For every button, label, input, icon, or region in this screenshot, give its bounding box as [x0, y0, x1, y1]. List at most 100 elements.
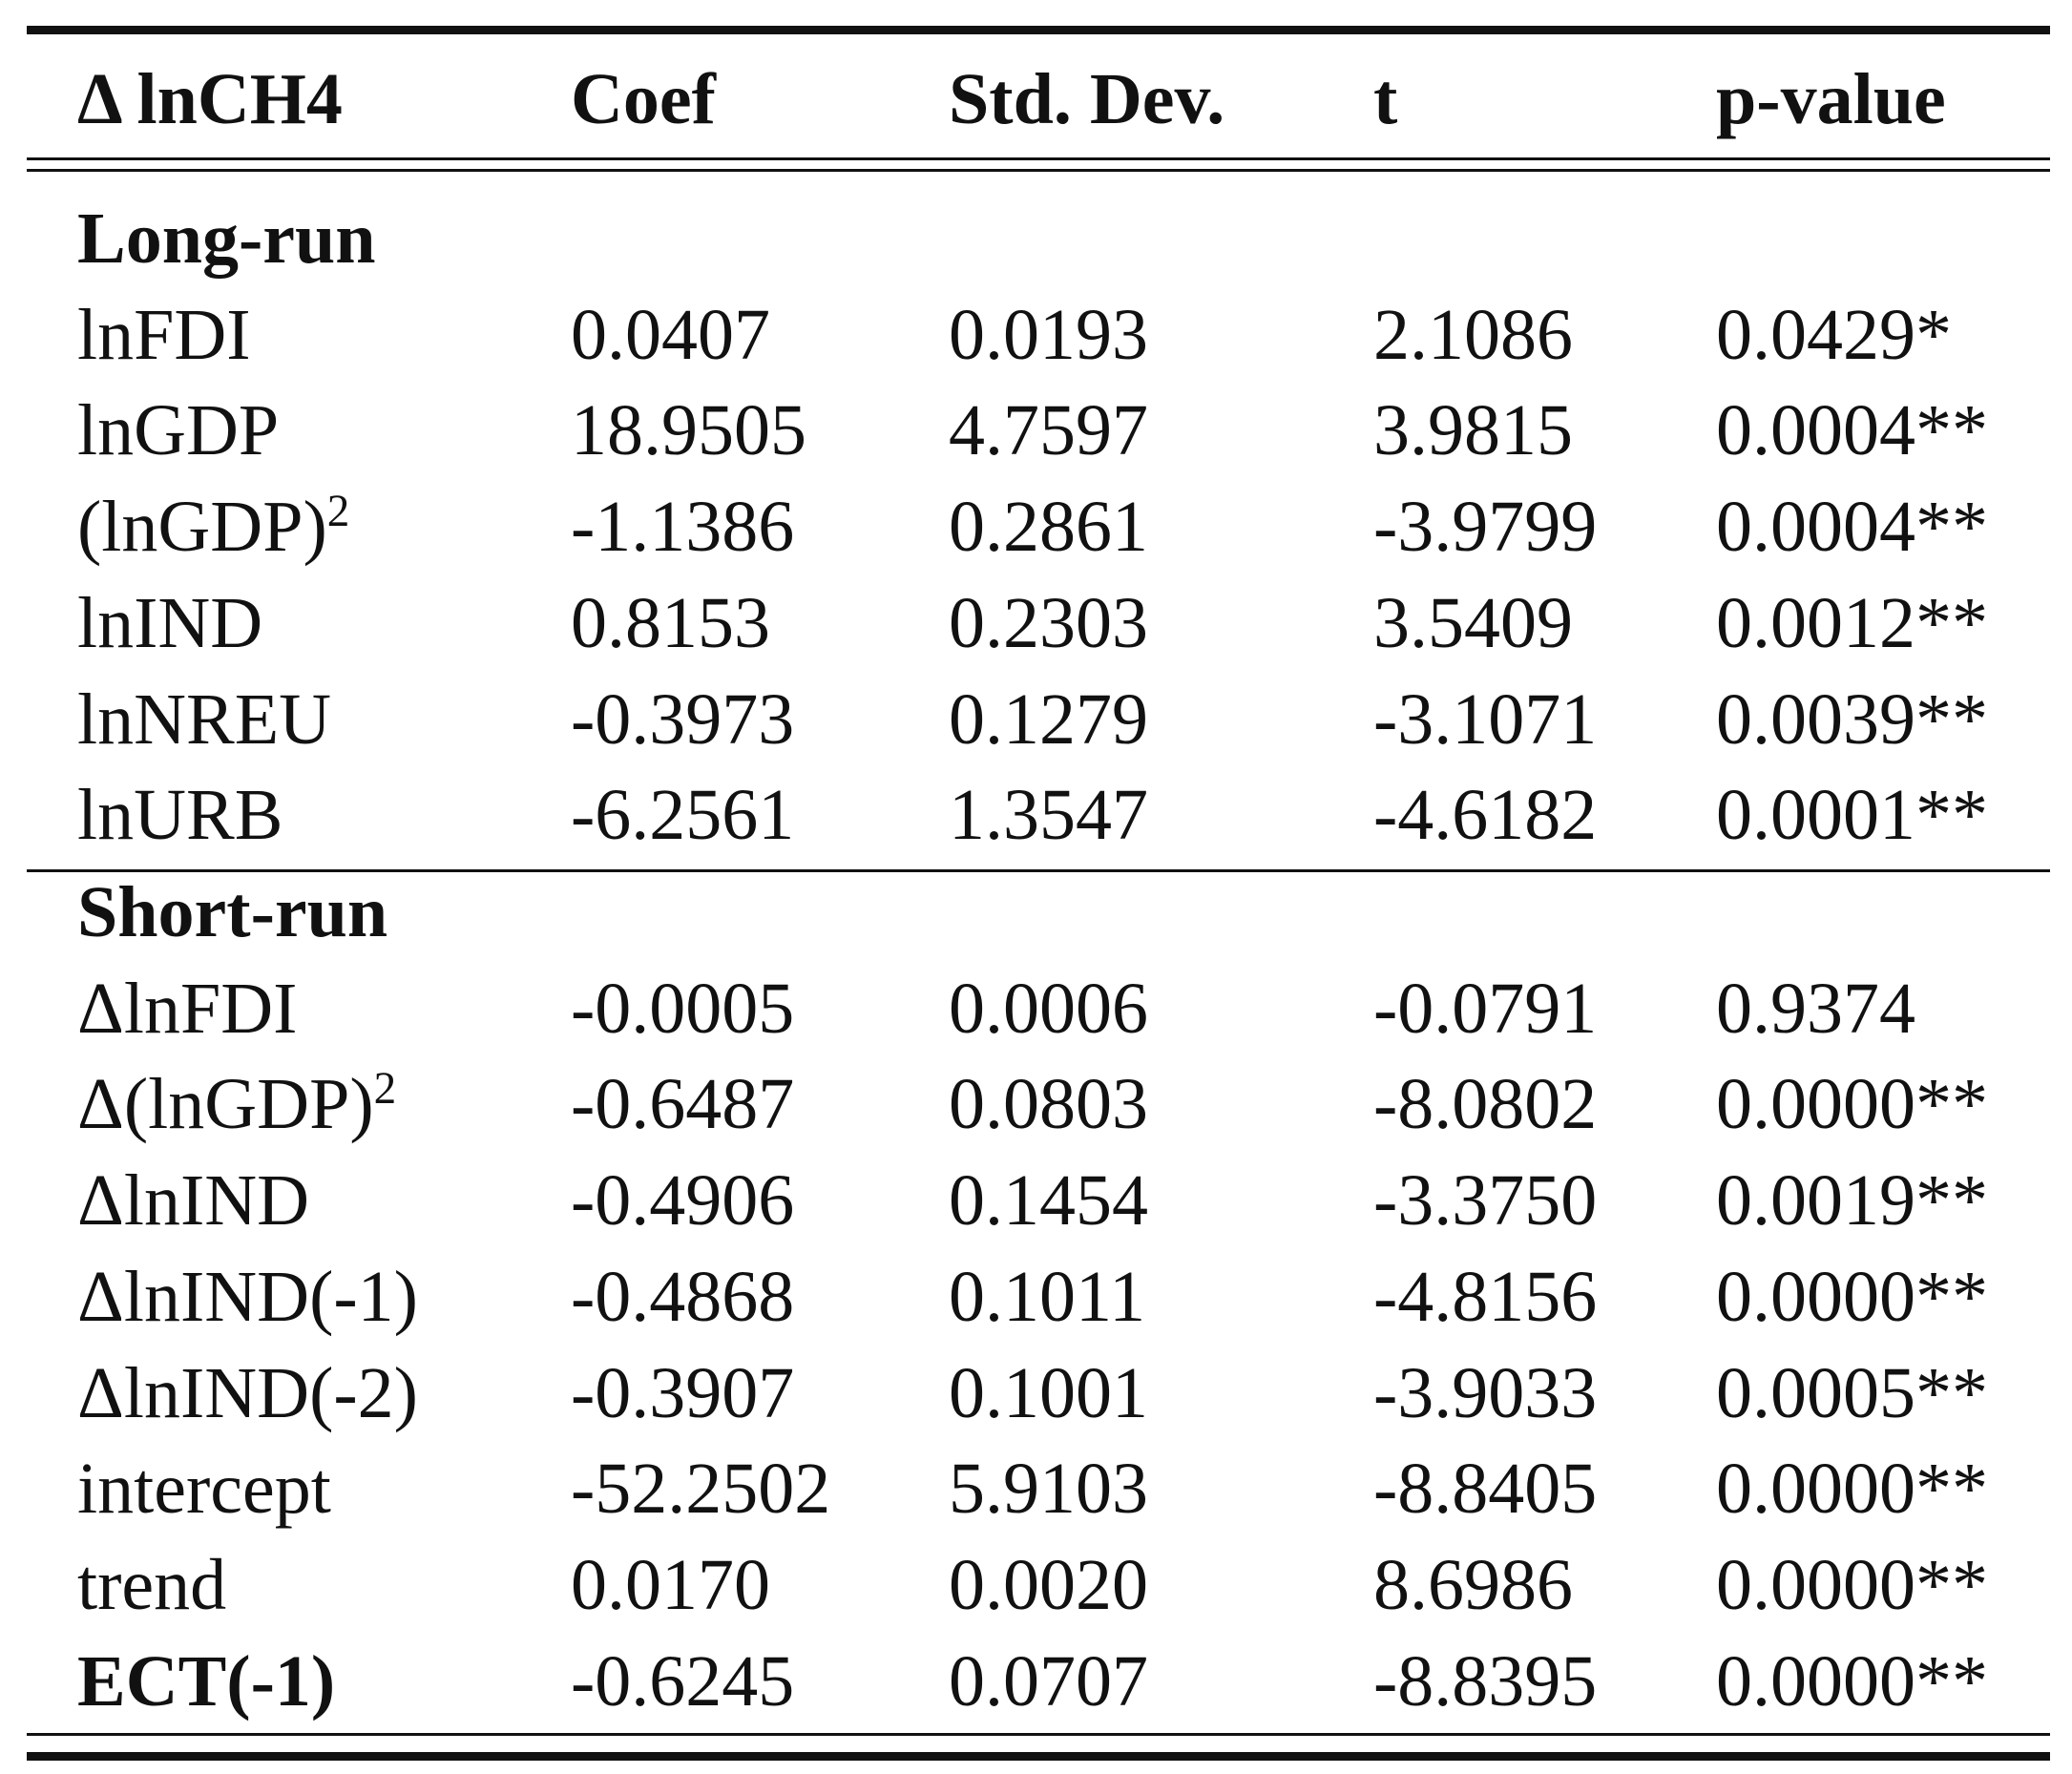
table-cell: 2.1086 [1373, 294, 1573, 375]
table-cell: 0.0193 [949, 294, 1148, 375]
table-cell: 0.0000** [1716, 1064, 1988, 1145]
table-cell: 0.1011 [949, 1256, 1146, 1337]
row-label-text: ΔlnFDI [77, 968, 298, 1049]
row-label-text: (lnGDP) [77, 487, 327, 568]
table-cell: 0.0407 [571, 294, 770, 375]
table-cell: 0.0707 [949, 1640, 1148, 1722]
table-cell: 0.0001** [1716, 775, 1988, 856]
table-cell: -8.0802 [1373, 1064, 1598, 1145]
table-cell: 0.0000** [1716, 1256, 1988, 1337]
table-cell: -3.9799 [1373, 487, 1598, 568]
table-cell: 5.9103 [949, 1449, 1148, 1530]
table-cell: -0.0005 [571, 968, 795, 1049]
table-cell: -1.1386 [571, 487, 795, 568]
column-header: Std. Dev. [949, 59, 1225, 139]
header-rule [27, 169, 2050, 172]
row-label-text: intercept [77, 1449, 331, 1530]
row-label: ΔlnIND(-2) [77, 1357, 418, 1430]
row-label: lnGDP [77, 394, 279, 467]
row-label-text: Δ(lnGDP) [77, 1064, 374, 1145]
table-cell: 0.0170 [571, 1544, 770, 1625]
table-cell: 0.2861 [949, 487, 1148, 568]
table-cell: 0.0039** [1716, 678, 1988, 760]
table-cell: 0.0803 [949, 1064, 1148, 1145]
table-cell: -6.2561 [571, 775, 795, 856]
table-cell: 0.8153 [571, 582, 770, 663]
table-cell: 0.0020 [949, 1544, 1148, 1625]
table-cell: 0.2303 [949, 582, 1148, 663]
table-cell: 1.3547 [949, 775, 1148, 856]
table-cell: -0.0791 [1373, 968, 1598, 1049]
table-cell: 0.0000** [1716, 1544, 1988, 1625]
row-label: ECT(-1) [77, 1645, 335, 1718]
table-cell: 0.0429* [1716, 294, 1952, 375]
table-cell: 0.1001 [949, 1352, 1148, 1433]
table-cell: -0.6245 [571, 1640, 795, 1722]
table-cell: -8.8405 [1373, 1449, 1598, 1530]
table-cell: 0.0012** [1716, 582, 1988, 663]
table-cell: 0.9374 [1716, 968, 1915, 1049]
table-cell: -0.4868 [571, 1256, 795, 1337]
row-label-text: trend [77, 1544, 227, 1625]
row-label-text: lnGDP [77, 390, 280, 471]
row-label: ΔlnIND [77, 1164, 309, 1237]
row-label-text: ΔlnIND(-1) [77, 1256, 418, 1337]
table-cell: 8.6986 [1373, 1544, 1573, 1625]
top-rule [27, 26, 2050, 34]
table-cell: 0.1454 [949, 1160, 1148, 1242]
table-cell: -0.4906 [571, 1160, 795, 1242]
table-cell: -0.6487 [571, 1064, 795, 1145]
bottom-rule [27, 1752, 2050, 1761]
row-label-text: lnURB [77, 775, 283, 856]
row-label: lnIND [77, 587, 262, 659]
column-header: Δ lnCH4 [77, 59, 343, 139]
table-cell: 3.9815 [1373, 390, 1573, 471]
table-cell: 0.0019** [1716, 1160, 1988, 1242]
row-label-text: lnFDI [77, 294, 251, 375]
table-cell: -3.3750 [1373, 1160, 1598, 1242]
row-label: trend [77, 1549, 226, 1621]
table-cell: 0.0000** [1716, 1449, 1988, 1530]
column-header: Coef [571, 59, 716, 139]
table-cell: 0.0005** [1716, 1352, 1988, 1433]
bottom-rule [27, 1733, 2050, 1736]
table-cell: -4.8156 [1373, 1256, 1598, 1337]
superscript: 2 [373, 1064, 397, 1115]
section-title: Long-run [77, 198, 376, 279]
row-label-text: ΔlnIND(-2) [77, 1352, 418, 1433]
table-cell: -3.1071 [1373, 678, 1598, 760]
section-title: Short-run [77, 872, 388, 952]
table-cell: -8.8395 [1373, 1640, 1598, 1722]
table-cell: 0.0004** [1716, 390, 1988, 471]
table-cell: 0.0006 [949, 968, 1148, 1049]
row-label: intercept [77, 1452, 331, 1525]
table-cell: -3.9033 [1373, 1352, 1598, 1433]
row-label-text: lnIND [77, 582, 263, 663]
section-rule [27, 869, 2050, 872]
row-label: lnURB [77, 779, 283, 851]
table-cell: 0.1279 [949, 678, 1148, 760]
table-cell: 4.7597 [949, 390, 1148, 471]
row-label: lnNREU [77, 683, 331, 756]
row-label: ΔlnFDI [77, 972, 297, 1045]
table-cell: 0.0004** [1716, 487, 1988, 568]
table-cell: 18.9505 [571, 390, 806, 471]
row-label: (lnGDP)2 [77, 490, 349, 563]
row-label-text: ECT(-1) [77, 1640, 336, 1722]
column-header: t [1373, 59, 1398, 139]
table-cell: -52.2502 [571, 1449, 831, 1530]
row-label-text: ΔlnIND [77, 1160, 310, 1242]
row-label-text: lnNREU [77, 678, 331, 760]
table-cell: 3.5409 [1373, 582, 1573, 663]
superscript: 2 [326, 487, 350, 537]
row-label: Δ(lnGDP)2 [77, 1067, 396, 1140]
table-cell: -0.3907 [571, 1352, 795, 1433]
header-rule [27, 157, 2050, 160]
row-label: ΔlnIND(-1) [77, 1261, 418, 1333]
table-cell: 0.0000** [1716, 1640, 1988, 1722]
column-header: p-value [1716, 59, 1946, 139]
row-label: lnFDI [77, 299, 251, 371]
table-cell: -4.6182 [1373, 775, 1598, 856]
table-cell: -0.3973 [571, 678, 795, 760]
